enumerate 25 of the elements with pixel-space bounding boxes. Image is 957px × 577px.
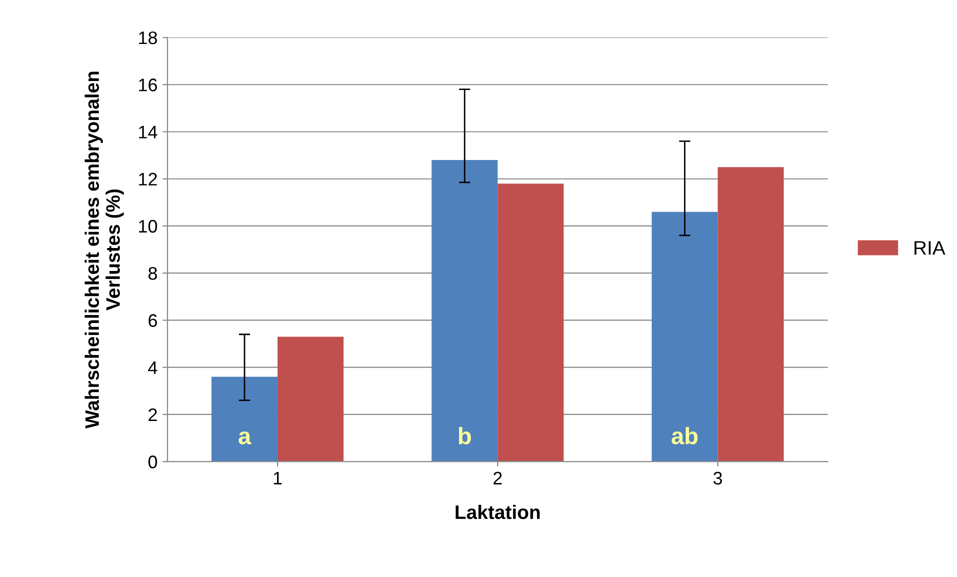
y-tick-label: 18 — [139, 31, 157, 44]
bar — [211, 376, 278, 462]
y-tick-label: 12 — [139, 172, 157, 186]
bar — [652, 212, 718, 462]
legend-label: RIA — [914, 241, 946, 255]
y-tick-label: 0 — [148, 456, 158, 468]
y-tick-label: 16 — [139, 78, 157, 92]
y-tick-label: 4 — [148, 361, 158, 374]
y-axis-title: Wahrscheinlichkeit eines embryonalen Verlustes (%) — [84, 72, 124, 429]
x-tick-label: 2 — [494, 472, 502, 484]
bar — [278, 336, 344, 462]
annotation: ab — [672, 427, 698, 444]
annotation: a — [238, 431, 252, 444]
y-tick-label: 2 — [148, 408, 157, 422]
y-tick-label: 6 — [148, 314, 157, 327]
y-tick-label: 8 — [148, 267, 157, 280]
bar — [718, 167, 784, 462]
annotation: b — [458, 427, 471, 444]
x-tick-label: 3 — [713, 472, 722, 485]
y-tick-label: 10 — [139, 220, 158, 233]
bar — [498, 184, 564, 462]
bar — [432, 160, 498, 462]
x-axis-title: Laktation — [456, 504, 540, 520]
y-tick-label: 14 — [139, 126, 158, 138]
x-tick-label: 1 — [274, 472, 282, 484]
